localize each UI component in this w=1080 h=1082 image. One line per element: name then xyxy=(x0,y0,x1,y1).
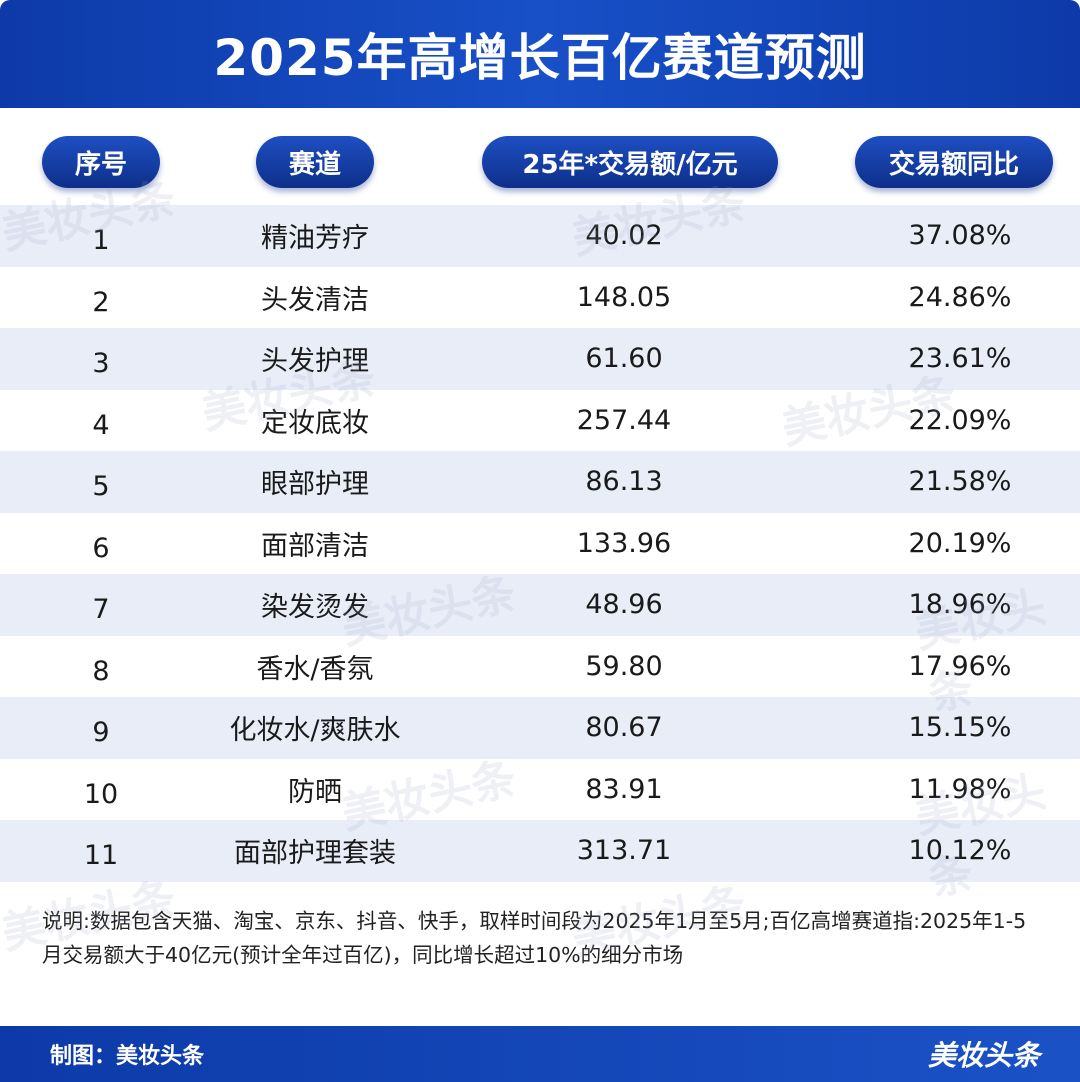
cell-index: 9 xyxy=(92,717,110,749)
cell-yoy: 17.96% xyxy=(908,650,1012,682)
cell-value: 48.96 xyxy=(585,589,663,621)
cell-yoy: 20.19% xyxy=(908,527,1012,559)
table-row: 2 头发清洁 148.05 24.86% xyxy=(0,266,1080,328)
cell-track: 头发清洁 xyxy=(261,284,369,316)
cell-track: 染发烫发 xyxy=(261,592,369,624)
cell-index: 5 xyxy=(92,471,110,503)
footer-credit: 制图：美妆头条 xyxy=(50,1044,205,1069)
cell-track: 精油芳疗 xyxy=(261,223,369,255)
table-row: 7 染发烫发 48.96 18.96% xyxy=(0,574,1080,636)
table-row: 3 头发护理 61.60 23.61% xyxy=(0,328,1080,390)
cell-index: 1 xyxy=(92,225,110,257)
cell-value: 86.13 xyxy=(585,466,663,498)
cell-track: 化妆水/爽肤水 xyxy=(229,715,401,747)
header-yoy: 交易额同比 xyxy=(855,136,1053,188)
cell-yoy: 11.98% xyxy=(908,773,1012,805)
cell-value: 61.60 xyxy=(585,343,663,375)
cell-yoy: 15.15% xyxy=(908,712,1012,744)
cell-value: 133.96 xyxy=(576,527,672,559)
cell-track: 头发护理 xyxy=(261,346,369,378)
table-row: 1 精油芳疗 40.02 37.08% xyxy=(0,205,1080,267)
header-value: 25年*交易额/亿元 xyxy=(482,136,778,188)
cell-yoy: 24.86% xyxy=(908,281,1012,313)
cell-track: 面部清洁 xyxy=(261,530,369,562)
cell-index: 6 xyxy=(92,532,110,564)
table-row: 6 面部清洁 133.96 20.19% xyxy=(0,512,1080,574)
cell-yoy: 23.61% xyxy=(908,343,1012,375)
table-header: 序号 赛道 25年*交易额/亿元 交易额同比 xyxy=(0,108,1080,205)
page-title: 2025年高增长百亿赛道预测 xyxy=(213,29,867,87)
cell-yoy: 21.58% xyxy=(908,466,1012,498)
title-bar: 2025年高增长百亿赛道预测 xyxy=(0,0,1080,108)
footnote: 说明:数据包含天猫、淘宝、京东、抖音、快手，取样时间段为2025年1月至5月;百… xyxy=(42,909,1027,967)
footer-bar: 制图：美妆头条 美妆头条 xyxy=(0,1026,1080,1082)
cell-yoy: 10.12% xyxy=(908,835,1012,867)
cell-index: 4 xyxy=(92,409,110,441)
footer-brand-logo: 美妆头条 xyxy=(927,1039,1040,1072)
table-body: 1 精油芳疗 40.02 37.08% 2 头发清洁 148.05 24.86% 3 头发护理 61… xyxy=(0,205,1080,882)
cell-track: 面部护理套装 xyxy=(234,838,396,870)
table-row: 10 防晒 83.91 11.98% xyxy=(0,758,1080,820)
header-index: 序号 xyxy=(42,136,160,188)
cell-track: 定妆底妆 xyxy=(261,407,369,439)
cell-index: 3 xyxy=(92,348,110,380)
cell-yoy: 37.08% xyxy=(908,220,1012,252)
table-row: 9 化妆水/爽肤水 80.67 15.15% xyxy=(0,697,1080,759)
table-row: 8 香水/香氛 59.80 17.96% xyxy=(0,635,1080,697)
cell-value: 59.80 xyxy=(585,650,663,682)
cell-index: 2 xyxy=(92,286,110,318)
header-track: 赛道 xyxy=(256,136,374,188)
cell-value: 257.44 xyxy=(576,404,672,436)
table-row: 5 眼部护理 86.13 21.58% xyxy=(0,451,1080,513)
table-row: 4 定妆底妆 257.44 22.09% xyxy=(0,389,1080,451)
cell-track: 香水/香氛 xyxy=(256,653,374,685)
cell-value: 313.71 xyxy=(576,835,672,867)
cell-value: 148.05 xyxy=(576,281,672,313)
cell-index: 8 xyxy=(92,655,110,687)
cell-value: 83.91 xyxy=(585,773,663,805)
cell-track: 防晒 xyxy=(288,776,342,808)
cell-index: 10 xyxy=(83,778,119,810)
table-row: 11 面部护理套装 313.71 10.12% xyxy=(0,820,1080,882)
cell-yoy: 22.09% xyxy=(908,404,1012,436)
cell-yoy: 18.96% xyxy=(908,589,1012,621)
cell-index: 11 xyxy=(83,840,119,872)
cell-value: 40.02 xyxy=(585,220,663,252)
cell-index: 7 xyxy=(92,594,110,626)
cell-value: 80.67 xyxy=(585,712,663,744)
cell-track: 眼部护理 xyxy=(261,469,369,501)
